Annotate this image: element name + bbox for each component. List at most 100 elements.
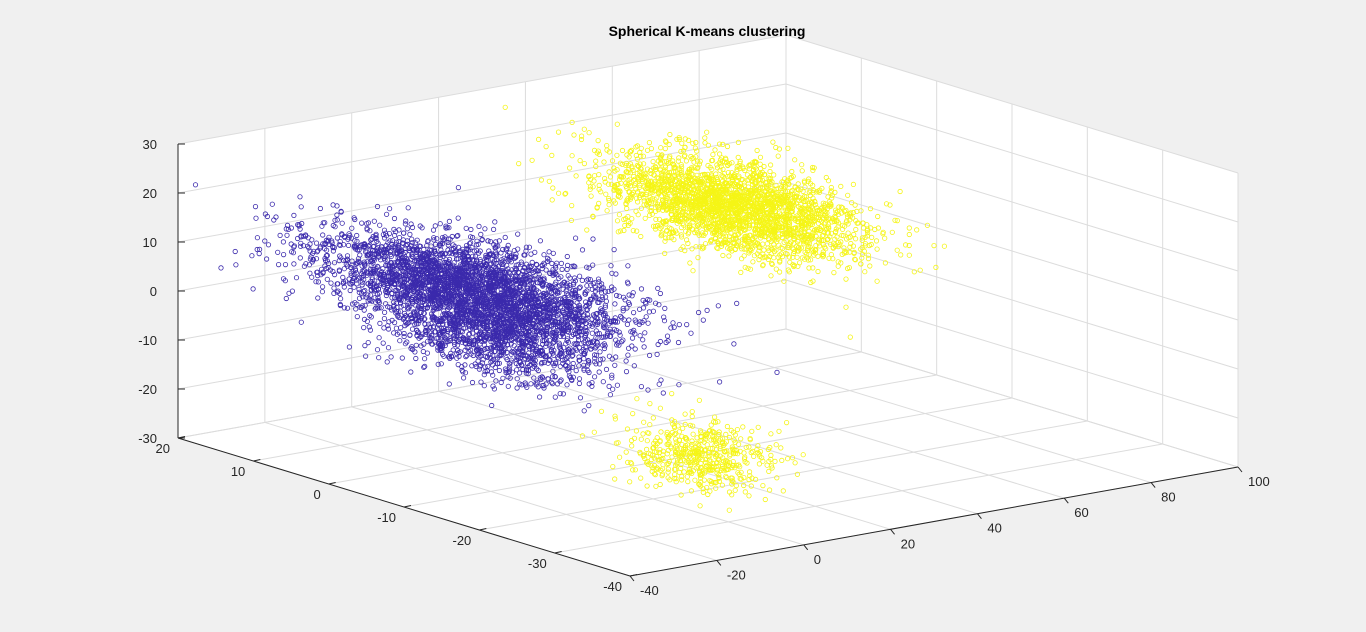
data-point: [638, 145, 644, 151]
data-point: [786, 222, 792, 228]
data-point: [742, 489, 748, 495]
data-point: [648, 187, 655, 193]
data-point: [738, 256, 745, 262]
data-point: [657, 405, 664, 411]
data-point: [405, 205, 411, 211]
data-point: [628, 194, 634, 200]
data-point: [606, 149, 613, 155]
data-point: [627, 220, 633, 226]
data-point: [590, 214, 596, 220]
data-point: [569, 203, 575, 209]
data-point: [684, 436, 690, 442]
data-point: [816, 240, 822, 246]
data-point: [779, 234, 785, 240]
data-point: [649, 211, 655, 217]
data-point: [715, 245, 721, 252]
data-point: [820, 216, 826, 222]
data-point: [687, 469, 693, 475]
data-point: [564, 253, 570, 260]
data-point: [747, 232, 753, 238]
data-point: [685, 174, 691, 180]
data-point: [648, 456, 655, 463]
data-point: [817, 237, 823, 243]
data-point: [684, 321, 690, 328]
data-point: [705, 491, 711, 498]
data-point: [906, 231, 912, 238]
data-point: [734, 166, 740, 172]
data-point: [678, 148, 684, 155]
data-point: [596, 186, 602, 192]
data-point: [772, 200, 778, 206]
data-point: [650, 445, 656, 451]
data-point: [634, 190, 641, 196]
data-point: [716, 431, 722, 437]
data-point: [734, 426, 741, 433]
data-point: [683, 228, 689, 234]
data-point: [361, 307, 367, 313]
data-point: [733, 212, 740, 218]
data-point: [933, 264, 939, 270]
data-point: [569, 119, 575, 126]
data-point: [791, 263, 797, 270]
data-point: [679, 473, 685, 480]
data-point: [741, 182, 748, 188]
data-point: [726, 253, 732, 259]
data-point: [779, 179, 785, 185]
data-point: [674, 206, 680, 213]
data-point: [729, 462, 736, 469]
data-point: [844, 214, 851, 220]
data-point: [726, 205, 732, 212]
data-point: [306, 262, 312, 268]
data-point: [756, 186, 763, 192]
data-point: [714, 245, 720, 251]
data-point: [657, 185, 663, 191]
data-point: [686, 224, 692, 230]
data-point: [651, 455, 657, 461]
data-point: [697, 158, 703, 164]
data-point: [781, 278, 787, 284]
data-point: [825, 216, 831, 222]
data-point: [798, 197, 805, 203]
data-point: [647, 451, 654, 457]
data-point: [683, 459, 689, 465]
data-point: [689, 450, 695, 456]
data-point: [730, 173, 737, 179]
data-point: [658, 224, 665, 230]
data-point: [668, 226, 674, 232]
data-point: [770, 139, 776, 145]
data-point: [783, 419, 790, 426]
data-point: [609, 158, 616, 164]
data-point: [687, 422, 693, 428]
data-point: [768, 273, 774, 279]
data-point: [737, 205, 743, 211]
data-point: [749, 428, 755, 434]
data-point: [838, 210, 845, 216]
data-point: [751, 253, 758, 259]
data-point: [749, 192, 755, 198]
data-point: [826, 199, 833, 205]
data-point: [526, 244, 533, 250]
data-point: [653, 466, 659, 472]
data-point: [766, 468, 772, 474]
data-point: [741, 246, 747, 252]
data-point: [772, 234, 778, 240]
data-point: [671, 324, 677, 330]
data-point: [624, 321, 631, 327]
series-1: [502, 104, 948, 513]
data-point: [283, 226, 289, 232]
data-point: [703, 433, 709, 440]
data-point: [736, 204, 742, 210]
data-point: [837, 241, 843, 247]
data-point: [635, 212, 641, 218]
data-point: [750, 160, 756, 166]
data-point: [250, 286, 256, 292]
data-point: [700, 317, 706, 323]
data-point: [697, 438, 703, 444]
data-point: [538, 177, 545, 183]
data-point: [786, 203, 792, 209]
data-point: [746, 493, 752, 499]
data-point: [759, 455, 765, 461]
data-point: [810, 182, 816, 189]
data-point: [738, 246, 745, 252]
